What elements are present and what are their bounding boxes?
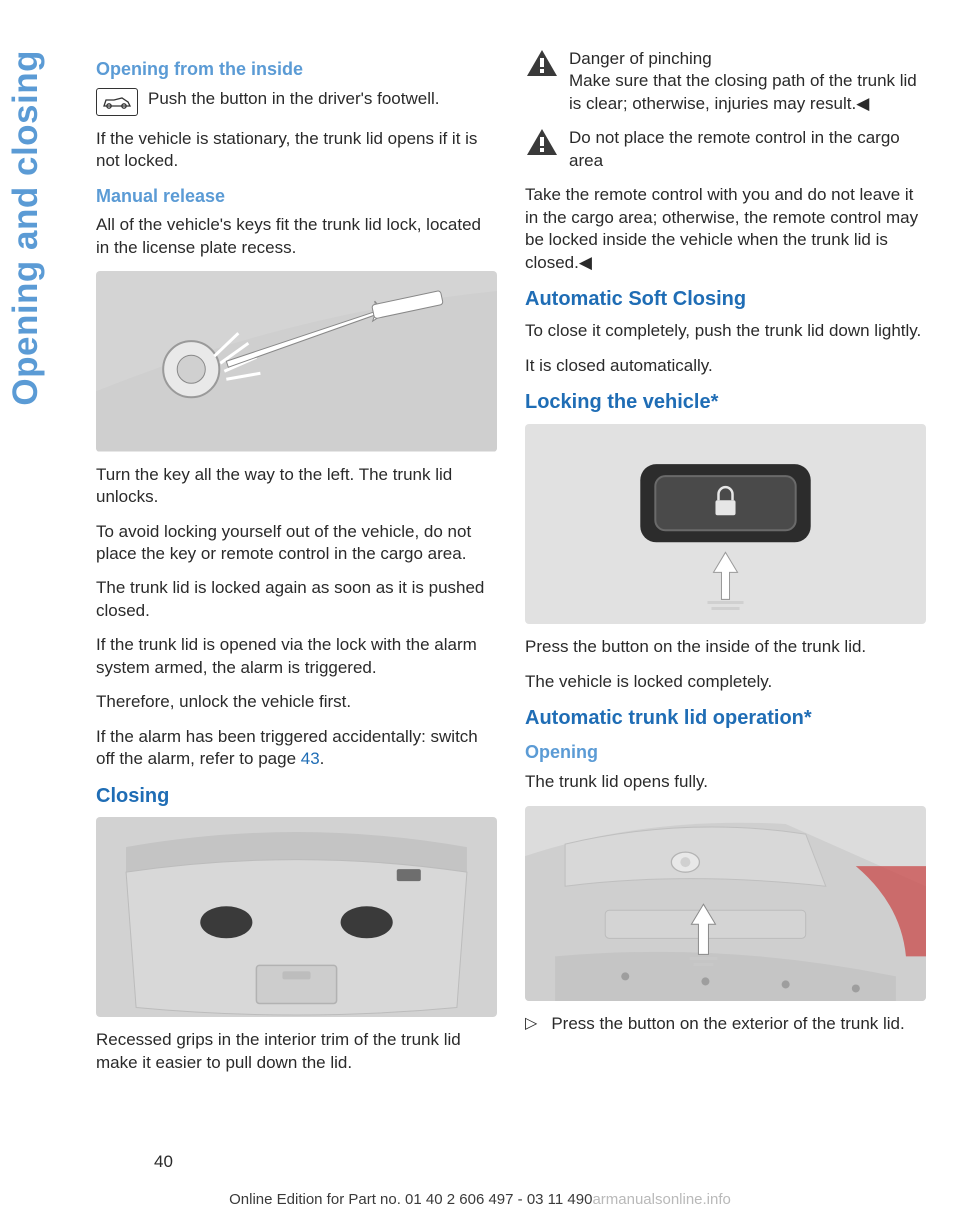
text-fragment: If the alarm has been triggered accident… [96,727,478,768]
footer-line: Online Edition for Part no. 01 40 2 606 … [0,1191,960,1208]
heading-manual-release: Manual release [96,185,497,209]
figure-trunk-interior [96,817,497,1018]
heading-opening: Opening [525,741,926,765]
footer-text: Online Edition for Part no. 01 40 2 606 … [229,1191,592,1208]
heading-auto-trunk: Automatic trunk lid operation* [525,705,926,731]
text-push-button: Push the button in the driver's footwell… [148,88,439,110]
text-recessed: Recessed grips in the interior trim of t… [96,1029,497,1074]
heading-locking: Locking the vehicle* [525,389,926,415]
text-fragment: . [320,749,325,768]
heading-closing: Closing [96,783,497,809]
text-closed-auto: It is closed automatically. [525,355,926,377]
text-avoid-lock: To avoid locking yourself out of the veh… [96,521,497,566]
text-push-down: To close it completely, push the trunk l… [525,320,926,342]
text-locked-completely: The vehicle is locked completely. [525,671,926,693]
section-sidebar-label: Opening and closing [6,50,46,406]
warning-remote: Do not place the remote control in the c… [525,127,926,172]
page-content: Opening from the inside Push the button … [96,48,926,1086]
warning-pinching: Danger of pinching Make sure that the cl… [525,48,926,115]
text-alarm-accidental: If the alarm has been triggered accident… [96,726,497,771]
page-link-43[interactable]: 43 [301,749,320,768]
warning-title: Danger of pinching [569,49,712,68]
text-unlock-first: Therefore, unlock the vehicle first. [96,691,497,713]
warning-title: Do not place the remote control in the c… [569,127,926,172]
bullet-marker-icon: ▷ [525,1013,537,1035]
heading-opening-inside: Opening from the inside [96,58,497,82]
icon-paragraph-car: Push the button in the driver's footwell… [96,88,497,116]
text-locked-again: The trunk lid is locked again as soon as… [96,577,497,622]
figure-key-turn [96,271,497,451]
page-number: 40 [154,1152,173,1172]
text-turn-key: Turn the key all the way to the left. Th… [96,464,497,509]
watermark-text: armanualsonline.info [592,1191,730,1208]
warning-body: Make sure that the closing path of the t… [569,71,917,112]
warning-icon [525,127,559,157]
bullet-text: Press the button on the exterior of the … [551,1013,904,1035]
figure-lock-button [525,424,926,625]
text-keys-fit: All of the vehicle's keys fit the trunk … [96,214,497,259]
warning-text: Danger of pinching Make sure that the cl… [569,48,926,115]
text-press-inside: Press the button on the inside of the tr… [525,636,926,658]
bullet-item: ▷ Press the button on the exterior of th… [525,1013,926,1035]
text-stationary: If the vehicle is stationary, the trunk … [96,128,497,173]
figure-trunk-exterior [525,806,926,1001]
warning-icon [525,48,559,78]
heading-soft-close: Automatic Soft Closing [525,286,926,312]
text-opens-fully: The trunk lid opens fully. [525,771,926,793]
car-icon [96,88,138,116]
text-alarm-triggered: If the trunk lid is opened via the lock … [96,634,497,679]
warning-remote-body: Take the remote control with you and do … [525,184,926,274]
